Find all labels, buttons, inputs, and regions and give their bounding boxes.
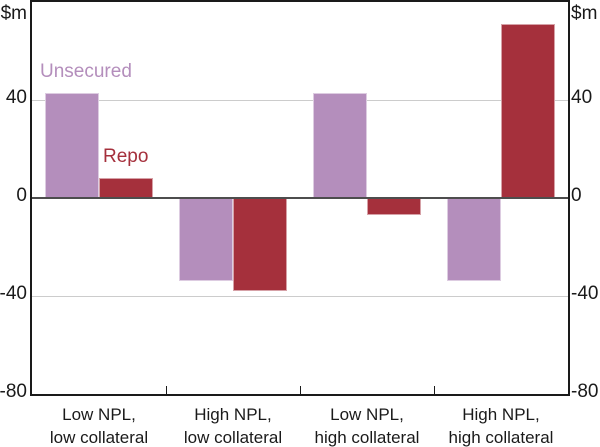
category-label-group3: Low NPL, high collateral: [300, 403, 434, 447]
x-axis-tick-mark: [300, 386, 301, 394]
category-label-group2: High NPL, low collateral: [166, 403, 300, 447]
category-label-text: high collateral: [314, 428, 420, 447]
bar-unsecured-group2: [179, 198, 233, 281]
y-tick-label-left--40: -40: [0, 283, 27, 304]
series-label-repo: Repo: [103, 146, 149, 167]
bar-repo-group4: [501, 24, 555, 198]
category-label-text: high collateral: [448, 428, 554, 447]
category-label-text: Low NPL,: [62, 405, 136, 424]
y-tick-label-right-0: 0: [571, 185, 582, 206]
y-tick-label-left-0: 0: [16, 185, 27, 206]
bar-unsecured-group4: [447, 198, 501, 281]
plot-area: Unsecured Repo: [30, 0, 570, 396]
y-tick-label-left--80: -80: [0, 381, 27, 402]
gridline-40: [32, 100, 568, 101]
y-tick-label-right--80: -80: [571, 381, 599, 402]
bar-unsecured-group1: [45, 93, 99, 198]
y-tick-label-right--40: -40: [571, 283, 599, 304]
category-label-text: Low NPL,: [330, 405, 404, 424]
gridline--40: [32, 296, 568, 297]
category-label-text: low collateral: [183, 428, 283, 447]
y-tick-label-right-40: 40: [571, 87, 593, 108]
bar-repo-group1: [99, 178, 153, 198]
y-axis-unit-left: $m: [0, 3, 27, 24]
category-label-text: High NPL,: [194, 405, 272, 424]
y-tick-label-left-40: 40: [5, 87, 27, 108]
x-axis-tick-mark: [434, 386, 435, 394]
bar-repo-group2: [233, 198, 287, 291]
category-label-group4: High NPL, high collateral: [434, 403, 568, 447]
bar-unsecured-group3: [313, 93, 367, 198]
category-label-text: low collateral: [49, 428, 149, 447]
category-label-group1: Low NPL, low collateral: [32, 403, 166, 447]
y-axis-unit-right: $m: [571, 3, 598, 24]
x-axis-tick-mark: [166, 386, 167, 394]
series-label-unsecured: Unsecured: [40, 61, 132, 82]
zero-line: [32, 197, 568, 199]
category-label-text: High NPL,: [462, 405, 540, 424]
bar-repo-group3: [367, 198, 421, 215]
